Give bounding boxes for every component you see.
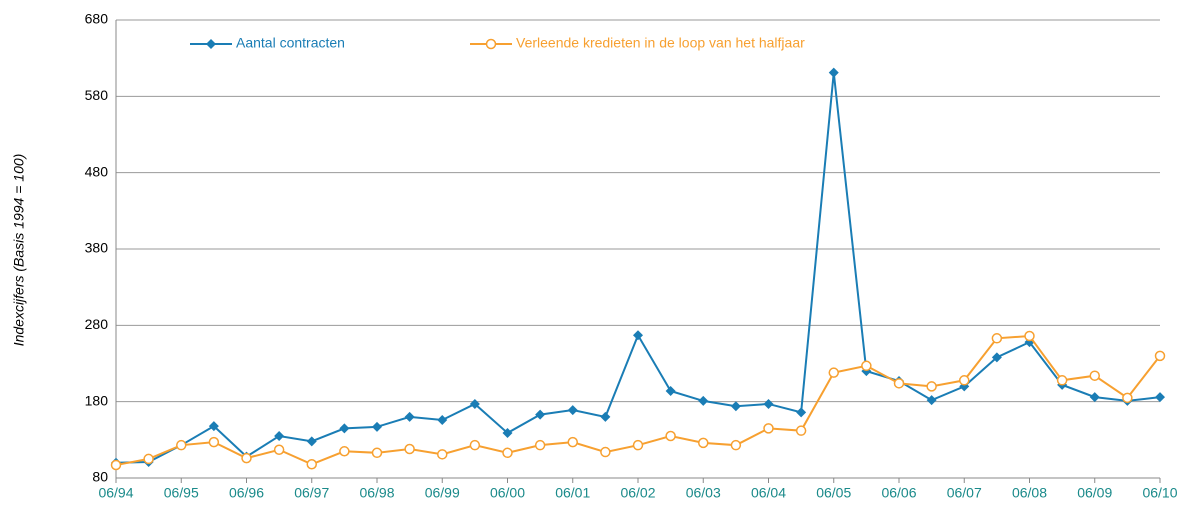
diamond-marker: [567, 405, 578, 416]
diamond-marker: [404, 411, 415, 422]
y-tick-label: 380: [85, 240, 109, 256]
y-tick-label: 480: [85, 163, 109, 179]
diamond-marker: [274, 431, 285, 442]
circle-marker: [1089, 370, 1100, 381]
legend-label: Verleende kredieten in de loop van het h…: [516, 35, 805, 51]
x-tick-label: 06/03: [686, 485, 721, 501]
circle-marker: [404, 443, 415, 455]
x-tick-label: 06/04: [751, 485, 786, 501]
x-tick-label: 06/10: [1142, 485, 1177, 501]
diamond-marker: [502, 427, 513, 438]
diamond-marker: [633, 330, 643, 341]
x-tick-label: 06/07: [947, 485, 982, 501]
y-tick-label: 280: [85, 316, 109, 332]
diamond-marker: [763, 398, 774, 409]
diamond-marker: [1089, 392, 1100, 403]
x-tick-label: 06/05: [816, 485, 851, 501]
diamond-marker: [926, 395, 937, 406]
series-line: [115, 72, 1161, 464]
circle-marker: [698, 437, 709, 449]
diamond-marker: [1155, 392, 1165, 403]
diamond-marker: [828, 67, 839, 78]
y-axis-label: Indexcijfers (Basis 1994 = 100): [11, 154, 27, 347]
x-tick-label: 06/01: [555, 485, 590, 501]
circle-marker: [828, 367, 839, 378]
circle-marker: [959, 375, 970, 386]
diamond-marker: [991, 352, 1002, 363]
x-tick-label: 06/98: [359, 485, 394, 501]
x-tick-label: 06/97: [294, 485, 329, 501]
legend-label: Aantal contracten: [236, 35, 345, 51]
circle-marker: [273, 444, 285, 456]
diamond-marker: [306, 436, 317, 447]
x-tick-label: 06/95: [164, 485, 199, 501]
diamond-marker: [665, 385, 676, 396]
circle-marker: [795, 425, 807, 436]
diamond-marker: [208, 421, 219, 432]
circle-marker: [730, 439, 742, 451]
circle-marker: [632, 439, 644, 451]
circle-marker: [176, 439, 187, 451]
circle-marker: [208, 436, 220, 448]
circle-marker: [241, 452, 252, 464]
x-tick-label: 06/99: [425, 485, 460, 501]
x-tick-label: 06/08: [1012, 485, 1047, 501]
circle-marker: [763, 423, 774, 434]
y-tick-label: 680: [85, 11, 109, 27]
circle-marker: [1154, 350, 1166, 362]
circle-marker: [861, 360, 872, 372]
circle-marker: [339, 446, 350, 457]
y-tick-label: 180: [85, 392, 109, 408]
diamond-marker: [600, 411, 611, 422]
circle-marker: [600, 446, 611, 458]
x-tick-label: 06/09: [1077, 485, 1112, 501]
legend-marker: [485, 38, 497, 50]
diamond-marker: [796, 407, 807, 418]
x-tick-label: 06/00: [490, 485, 525, 501]
circle-marker: [110, 459, 122, 471]
circle-marker: [437, 449, 448, 460]
circle-marker: [371, 447, 383, 459]
circle-marker: [502, 447, 513, 459]
circle-marker: [1024, 330, 1035, 342]
circle-marker: [665, 430, 676, 442]
x-tick-label: 06/94: [98, 485, 133, 501]
diamond-marker: [372, 421, 382, 432]
circle-marker: [926, 381, 937, 392]
circle-marker: [143, 453, 154, 465]
circle-marker: [306, 459, 317, 470]
diamond-marker: [339, 423, 350, 434]
y-tick-label: 580: [85, 87, 109, 103]
circle-marker: [893, 378, 905, 389]
legend-marker: [206, 39, 216, 49]
circle-marker: [469, 439, 481, 451]
diamond-marker: [437, 414, 448, 425]
x-tick-label: 06/06: [881, 485, 916, 501]
x-tick-label: 06/02: [620, 485, 655, 501]
diamond-marker: [469, 398, 480, 409]
circle-marker: [534, 439, 546, 451]
x-tick-label: 06/96: [229, 485, 264, 501]
y-tick-label: 80: [92, 469, 108, 485]
diamond-marker: [535, 409, 546, 420]
circle-marker: [1056, 375, 1068, 386]
diamond-marker: [730, 401, 741, 412]
circle-marker: [991, 333, 1003, 344]
circle-marker: [567, 436, 578, 448]
diamond-marker: [698, 395, 709, 406]
circle-marker: [1122, 392, 1133, 404]
